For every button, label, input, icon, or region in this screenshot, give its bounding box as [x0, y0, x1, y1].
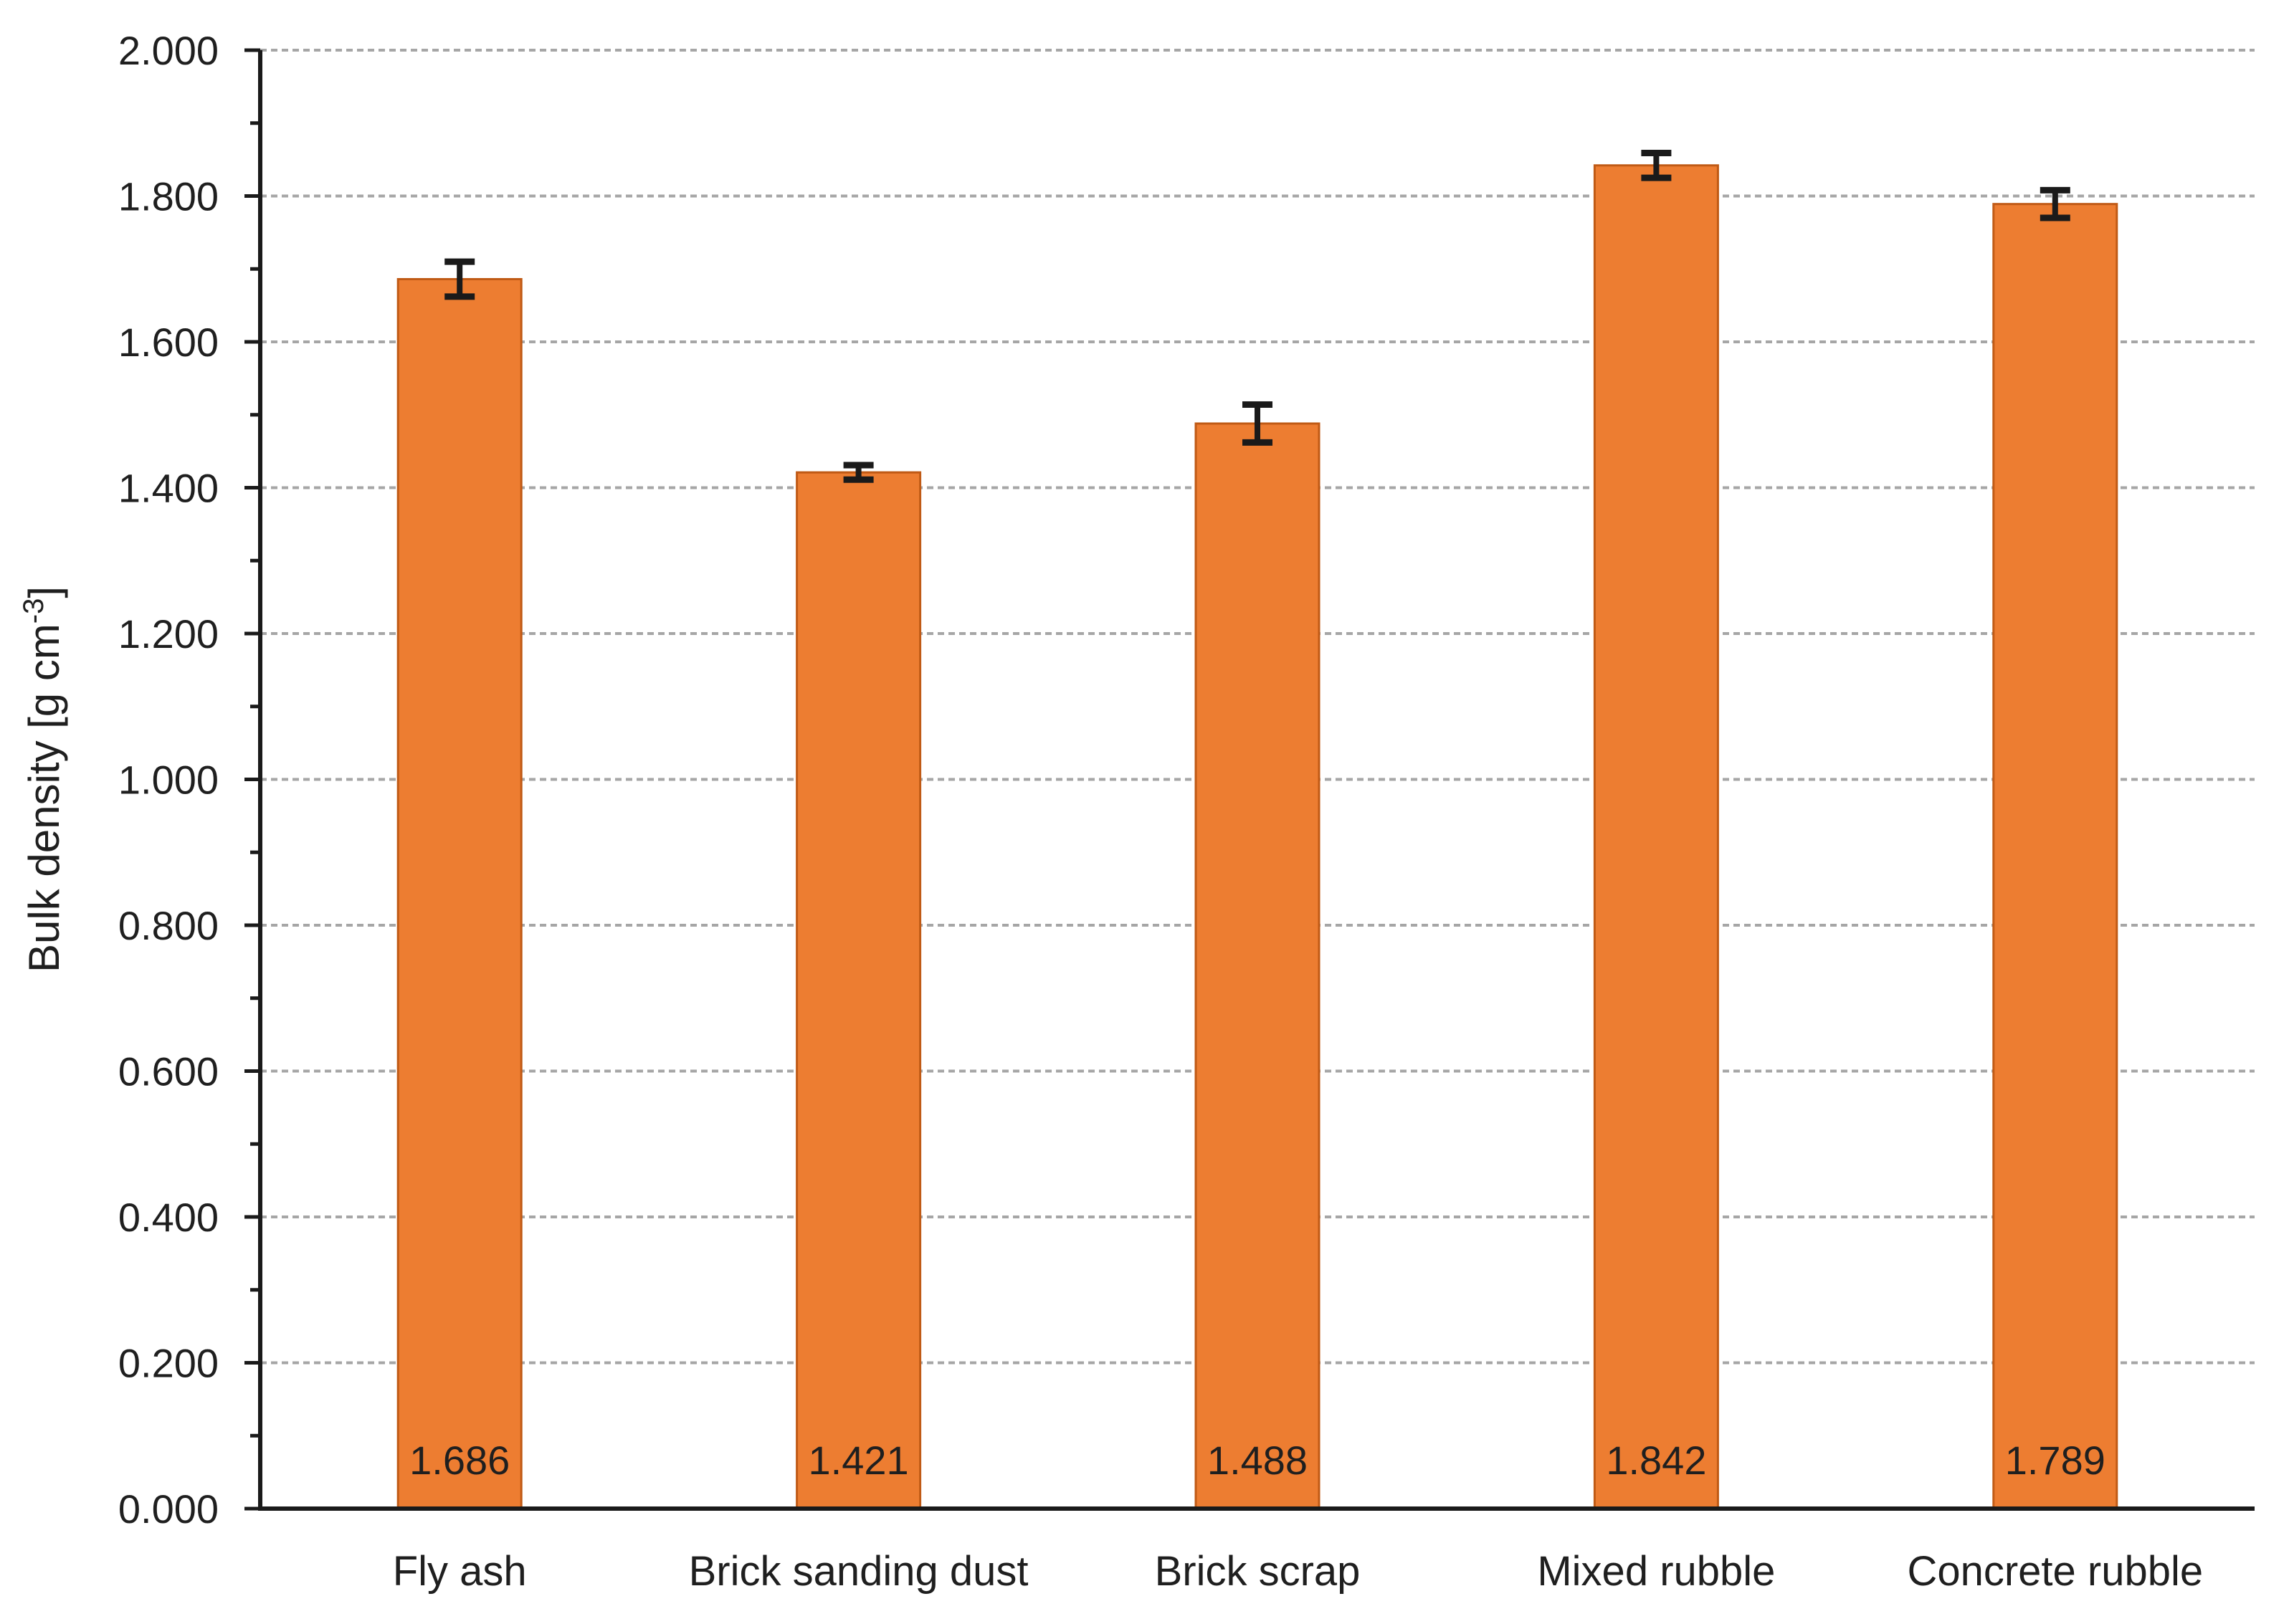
- bars: [396, 164, 2118, 1510]
- error-bar-brick-sanding-dust: [843, 462, 874, 483]
- category-label-fly-ash: Fly ash: [393, 1548, 527, 1595]
- y-tick-label-0.400: 0.400: [118, 1195, 219, 1240]
- y-tick-label-1.200: 1.200: [118, 611, 219, 656]
- y-tick-label-0.000: 0.000: [118, 1486, 219, 1532]
- y-tick-label-1.000: 1.000: [118, 758, 219, 803]
- category-label-concrete-rubble: Concrete rubble: [1907, 1548, 2203, 1595]
- y-axis-tick-labels: 0.000 0.200 0.400 0.600 0.800 1.000 1.200 1.400…: [118, 28, 219, 1532]
- y-axis-title-text: Bulk density [g cm-3]: [18, 586, 68, 973]
- bar-mixed-rubble: [1593, 164, 1719, 1510]
- gridlines: [260, 49, 2255, 1365]
- y-axis-title: Bulk density [g cm-3]: [18, 586, 68, 973]
- y-tick-label-0.200: 0.200: [118, 1341, 219, 1386]
- error-bar-brick-scrap: [1242, 401, 1272, 446]
- error-bar-mixed-rubble: [1641, 149, 1672, 181]
- error-bars: [444, 149, 2070, 483]
- category-label-mixed-rubble: Mixed rubble: [1537, 1548, 1775, 1595]
- data-label-fly-ash: 1.686: [409, 1438, 510, 1483]
- y-tick-label-1.800: 1.800: [118, 174, 219, 219]
- y-tick-label-2.000: 2.000: [118, 28, 219, 73]
- x-axis-category-labels: Fly ash Brick sanding dust Brick scrap Mixe…: [393, 1548, 2203, 1595]
- y-tick-label-1.400: 1.400: [118, 466, 219, 511]
- y-tick-label-0.600: 0.600: [118, 1049, 219, 1094]
- data-label-brick-sanding-dust: 1.421: [809, 1438, 909, 1483]
- data-label-mixed-rubble: 1.842: [1606, 1438, 1706, 1483]
- category-label-brick-scrap: Brick scrap: [1155, 1548, 1361, 1595]
- bar-brick-scrap: [1194, 422, 1320, 1510]
- data-label-brick-scrap: 1.488: [1207, 1438, 1308, 1483]
- data-label-concrete-rubble: 1.789: [2005, 1438, 2105, 1483]
- bar-concrete-rubble: [1992, 203, 2118, 1510]
- y-axis-ticks: [244, 48, 260, 1511]
- bar-fly-ash: [396, 277, 523, 1510]
- y-tick-label-1.600: 1.600: [118, 320, 219, 365]
- bar-brick-sanding-dust: [796, 471, 922, 1510]
- y-tick-label-0.800: 0.800: [118, 903, 219, 948]
- error-bar-concrete-rubble: [2040, 186, 2070, 221]
- category-label-brick-sanding-dust: Brick sanding dust: [689, 1548, 1029, 1595]
- error-bar-fly-ash: [444, 258, 475, 300]
- bar-data-labels: 1.686 1.421 1.488 1.842 1.789: [409, 1438, 2105, 1483]
